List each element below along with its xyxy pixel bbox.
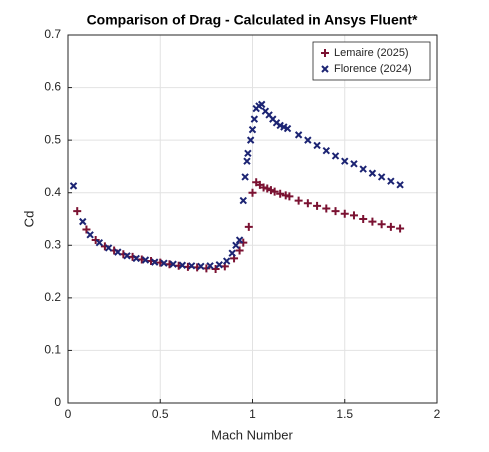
legend-box xyxy=(312,41,431,81)
data-point xyxy=(259,183,268,192)
data-point xyxy=(387,177,395,185)
data-point xyxy=(313,141,321,150)
y-tick-label: 0.4 xyxy=(44,185,61,199)
y-axis-label: Cd xyxy=(21,211,36,228)
data-point xyxy=(222,257,231,265)
y-tick-label: 0.1 xyxy=(44,343,61,357)
data-point xyxy=(250,115,259,123)
y-tick-label: 0.6 xyxy=(44,80,61,94)
data-point xyxy=(95,238,104,247)
legend-label: Lemaire (2025) xyxy=(334,47,409,59)
data-point xyxy=(187,262,196,270)
data-point xyxy=(123,252,131,260)
data-point xyxy=(243,157,251,165)
data-point xyxy=(82,225,91,234)
data-point xyxy=(322,146,331,155)
data-point xyxy=(228,249,236,257)
data-point xyxy=(239,238,248,247)
data-point xyxy=(281,191,290,200)
data-point xyxy=(169,260,177,268)
y-tick-label: 0.5 xyxy=(44,132,61,146)
data-point xyxy=(141,256,150,264)
legend-marker xyxy=(321,49,329,57)
data-point xyxy=(294,196,303,205)
data-point xyxy=(73,207,82,216)
data-point xyxy=(322,204,331,213)
data-point xyxy=(276,189,285,198)
data-point xyxy=(258,100,266,109)
data-point xyxy=(263,184,272,193)
legend-label: Florence (2024) xyxy=(334,63,412,75)
data-point xyxy=(235,246,244,255)
data-point xyxy=(241,173,249,181)
x-tick-label: 1.5 xyxy=(336,407,353,421)
data-point xyxy=(341,157,349,165)
data-point xyxy=(331,207,340,216)
data-point xyxy=(178,261,187,269)
data-point xyxy=(69,182,78,190)
data-point xyxy=(86,231,94,239)
data-point xyxy=(206,262,214,270)
data-point xyxy=(350,160,358,168)
data-point xyxy=(270,187,279,196)
data-point xyxy=(246,136,255,144)
data-point xyxy=(104,244,113,252)
data-point xyxy=(248,125,257,134)
data-point xyxy=(197,262,205,271)
y-tick-label: 0.2 xyxy=(44,290,61,304)
data-point xyxy=(340,209,349,218)
data-point xyxy=(359,215,368,223)
data-point xyxy=(377,173,386,181)
data-point xyxy=(248,188,257,197)
data-point xyxy=(244,149,252,157)
data-point xyxy=(294,131,303,139)
data-point xyxy=(266,186,275,195)
data-point xyxy=(368,217,377,226)
data-point xyxy=(244,222,253,231)
x-tick-label: 0 xyxy=(65,407,72,421)
data-point xyxy=(368,169,377,177)
data-point xyxy=(331,152,340,160)
data-point xyxy=(303,199,312,208)
data-point xyxy=(396,181,404,189)
data-point xyxy=(232,241,240,249)
x-tick-label: 0.5 xyxy=(152,407,169,421)
data-point xyxy=(386,222,395,231)
chart-title: Comparison of Drag - Calculated in Ansys… xyxy=(87,12,418,28)
data-point xyxy=(132,254,140,263)
data-point xyxy=(313,201,322,210)
plot-frame xyxy=(67,34,438,404)
data-point xyxy=(349,211,358,220)
data-point xyxy=(215,261,223,269)
y-tick-label: 0 xyxy=(54,395,61,409)
x-tick-label: 1 xyxy=(249,407,256,421)
data-point xyxy=(283,124,292,133)
data-point xyxy=(79,217,87,226)
data-point xyxy=(235,236,244,244)
data-point xyxy=(151,258,159,266)
data-point xyxy=(304,136,312,144)
data-point xyxy=(211,264,220,273)
data-point xyxy=(396,224,405,233)
data-point xyxy=(359,165,367,173)
data-point xyxy=(160,259,168,267)
x-tick-label: 2 xyxy=(434,407,441,421)
x-axis-label: Mach Number xyxy=(211,427,293,442)
data-point xyxy=(285,192,294,201)
legend-marker xyxy=(321,65,329,73)
y-tick-label: 0.7 xyxy=(44,27,61,41)
data-point xyxy=(91,236,100,245)
y-tick-label: 0.3 xyxy=(44,237,61,251)
data-point xyxy=(239,196,247,205)
data-point xyxy=(114,248,122,256)
data-point xyxy=(377,220,386,229)
